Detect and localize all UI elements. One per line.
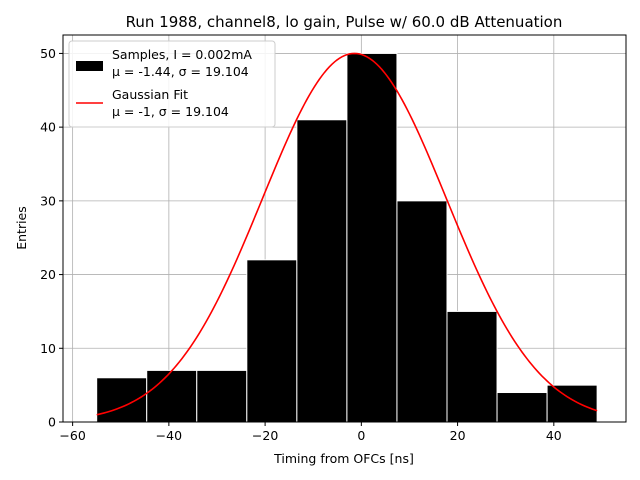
legend-swatch-samples (76, 61, 103, 71)
x-tick-label: −40 (156, 428, 182, 443)
y-tick-label: 20 (40, 267, 56, 282)
histogram-bar (396, 200, 448, 423)
plot-frame (62, 34, 627, 423)
histogram-bar (246, 259, 298, 423)
histogram-bar (296, 119, 348, 423)
y-tick-label: 30 (40, 193, 56, 208)
legend-box (68, 40, 276, 128)
legend: Samples, I = 0.002mA μ = -1.44, σ = 19.1… (68, 40, 276, 128)
y-tick-label: 0 (48, 415, 56, 430)
legend-label-fit: Gaussian Fit (112, 87, 188, 102)
histogram-bar (146, 369, 198, 423)
chart-title: Run 1988, channel8, lo gain, Pulse w/ 60… (126, 13, 563, 31)
x-tick-label: 40 (546, 428, 562, 443)
legend-stats-fit: μ = -1, σ = 19.104 (112, 104, 229, 119)
x-axis-label: Timing from OFCs [ns] (273, 451, 414, 466)
histogram-bar (196, 369, 248, 423)
x-tick-label: −20 (252, 428, 278, 443)
x-tick-label: −60 (59, 428, 85, 443)
histogram-bar (496, 392, 548, 423)
gaussian-fit-curve (96, 52, 598, 416)
y-tick-label: 40 (40, 120, 56, 135)
histogram-bar (546, 384, 598, 423)
y-tick-label: 50 (40, 46, 56, 61)
histogram-bar (96, 377, 148, 423)
x-axis: −60 −40 −20 0 20 40 (59, 422, 562, 443)
x-tick-label: 20 (450, 428, 466, 443)
histogram-bars (96, 52, 598, 423)
legend-label-samples: Samples, I = 0.002mA (112, 47, 252, 62)
x-tick-label: 0 (357, 428, 365, 443)
y-tick-label: 10 (40, 341, 56, 356)
y-axis: 0 10 20 30 40 50 (40, 46, 63, 430)
y-axis-label: Entries (14, 206, 29, 250)
legend-stats-samples: μ = -1.44, σ = 19.104 (112, 64, 249, 79)
histogram-bar (346, 52, 398, 423)
histogram-bar (446, 310, 498, 423)
